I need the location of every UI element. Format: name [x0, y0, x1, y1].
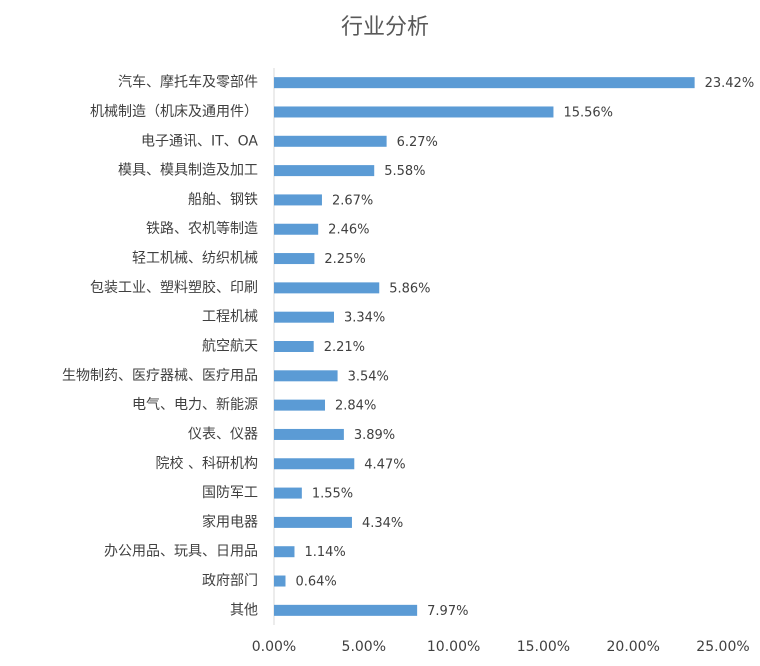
- value-label: 6.27%: [397, 135, 438, 150]
- bar: [274, 458, 355, 470]
- bar: [274, 575, 286, 587]
- y-tick-label: 院校 、科研机构: [156, 455, 258, 472]
- y-tick-label: 办公用品、玩具、日用品: [104, 544, 258, 560]
- y-tick-label: 生物制药、医疗器械、医疗用品: [62, 368, 258, 384]
- value-label: 2.84%: [335, 399, 376, 414]
- bar: [274, 399, 326, 411]
- bar: [274, 428, 344, 440]
- value-label: 15.56%: [563, 105, 613, 120]
- bar: [274, 604, 418, 616]
- y-tick-label: 模具、模具制造及加工: [118, 163, 258, 179]
- value-label: 5.58%: [384, 164, 425, 179]
- x-tick-label: 25.00%: [696, 639, 749, 655]
- x-tick-label: 5.00%: [342, 639, 386, 655]
- value-label: 3.34%: [344, 311, 385, 326]
- bar: [274, 311, 334, 323]
- value-label: 23.42%: [705, 76, 755, 91]
- y-tick-label: 铁路、农机等制造: [146, 220, 258, 237]
- y-tick-label: 航空航天: [202, 339, 258, 355]
- x-tick-label: 0.00%: [252, 639, 296, 655]
- y-tick-label: 船舶、钢铁: [188, 192, 258, 208]
- value-label: 2.25%: [324, 252, 365, 267]
- y-tick-label: 家用电器: [202, 513, 258, 530]
- bar: [274, 546, 295, 558]
- value-label: 3.89%: [354, 428, 395, 443]
- x-tick-label: 20.00%: [607, 639, 660, 655]
- value-label: 1.14%: [304, 545, 345, 560]
- bar: [274, 341, 314, 352]
- y-tick-label: 包装工业、塑料塑胶、印刷: [90, 279, 258, 296]
- bar: [274, 370, 338, 382]
- x-tick-label: 15.00%: [517, 639, 570, 655]
- x-tick-label: 10.00%: [427, 639, 480, 655]
- bar: [274, 487, 302, 499]
- bar: [274, 516, 352, 528]
- value-label: 1.55%: [312, 487, 353, 502]
- y-tick-label: 国防军工: [202, 485, 258, 501]
- chart-title: 行业分析: [341, 15, 429, 40]
- y-tick-label: 其他: [230, 602, 258, 618]
- bar: [274, 282, 380, 294]
- y-tick-label: 工程机械: [202, 309, 258, 325]
- y-tick-label: 汽车、摩托车及零部件: [118, 74, 258, 91]
- bar: [274, 223, 319, 235]
- value-label: 0.64%: [295, 575, 336, 590]
- bar: [274, 253, 315, 265]
- bar: [274, 165, 375, 177]
- value-label: 7.97%: [427, 604, 468, 619]
- y-tick-label: 电气、电力、新能源: [132, 397, 258, 413]
- y-tick-label: 机械制造（机床及通用件）: [90, 104, 258, 120]
- y-tick-label: 政府部门: [202, 573, 258, 589]
- y-tick-label: 电子通讯、IT、OA: [141, 133, 258, 149]
- bar: [274, 77, 695, 89]
- bar: [274, 106, 554, 118]
- value-label: 4.47%: [364, 457, 405, 472]
- y-tick-label: 仪表、仪器: [188, 426, 258, 442]
- bar: [274, 135, 387, 147]
- y-tick-label: 轻工机械、纺织机械: [132, 251, 258, 267]
- bar: [274, 194, 322, 206]
- value-label: 4.34%: [362, 516, 403, 531]
- value-label: 2.67%: [332, 193, 373, 208]
- value-label: 2.46%: [328, 223, 369, 238]
- value-label: 2.21%: [324, 340, 365, 355]
- value-label: 3.54%: [348, 369, 389, 384]
- value-label: 5.86%: [389, 281, 430, 296]
